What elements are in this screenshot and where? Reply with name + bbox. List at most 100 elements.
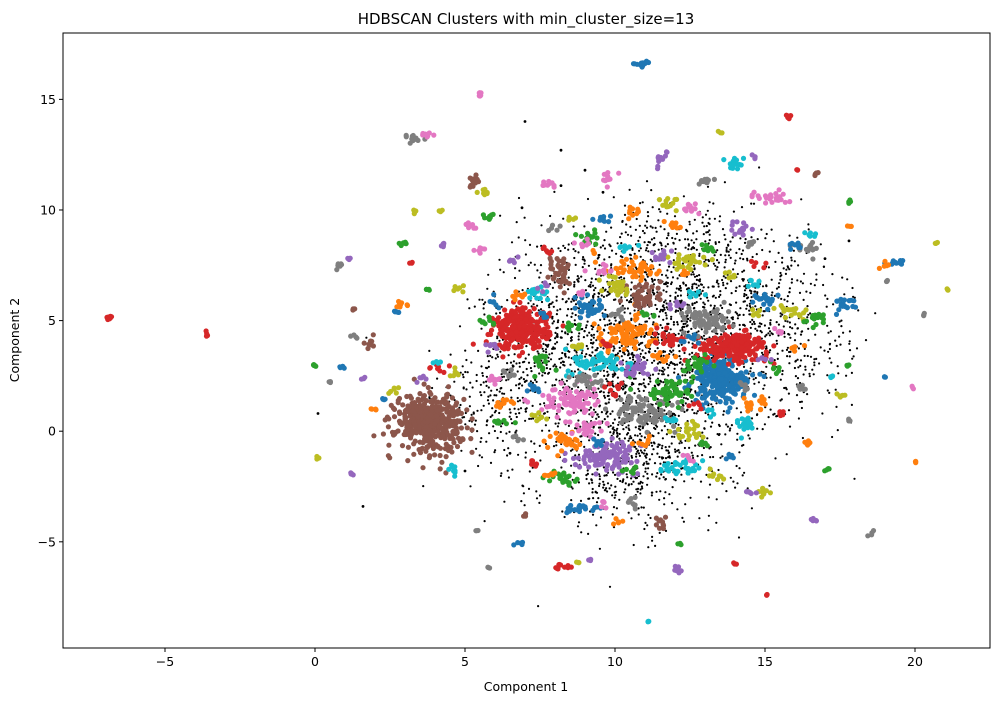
noise-point bbox=[566, 314, 569, 317]
noise-point bbox=[819, 346, 822, 349]
noise-point bbox=[567, 297, 570, 300]
noise-point bbox=[669, 361, 672, 365]
cluster-12-point bbox=[558, 263, 564, 270]
cluster-10-point bbox=[690, 374, 696, 380]
noise-point bbox=[571, 487, 574, 490]
noise-point bbox=[577, 338, 580, 341]
cluster-4-point bbox=[616, 461, 622, 467]
noise-point bbox=[642, 506, 645, 509]
noise-point bbox=[805, 290, 808, 293]
noise-point bbox=[594, 278, 598, 281]
noise-point bbox=[608, 585, 612, 588]
cluster-6-point bbox=[633, 339, 639, 345]
noise-point bbox=[722, 275, 725, 278]
noise-point bbox=[750, 296, 753, 299]
noise-point bbox=[554, 331, 557, 334]
noise-point bbox=[693, 268, 696, 271]
noise-point bbox=[583, 445, 586, 448]
noise-point bbox=[706, 437, 709, 440]
noise-point bbox=[552, 320, 556, 323]
cluster-4-point bbox=[613, 457, 619, 463]
noise-point bbox=[674, 251, 677, 255]
cluster-7-point bbox=[705, 312, 711, 318]
noise-point bbox=[738, 467, 741, 470]
noise-point bbox=[559, 249, 562, 253]
noise-point bbox=[716, 249, 719, 252]
cluster-7-point bbox=[681, 330, 687, 336]
noise-point bbox=[677, 344, 680, 348]
cluster-0-point bbox=[437, 452, 443, 459]
noise-point bbox=[645, 226, 649, 229]
noise-point bbox=[543, 412, 547, 415]
noise-point bbox=[581, 266, 584, 269]
noise-point bbox=[607, 401, 610, 404]
cluster-0-point bbox=[430, 445, 436, 452]
noise-point bbox=[595, 349, 598, 352]
noise-point bbox=[742, 365, 746, 368]
noise-point bbox=[637, 452, 641, 455]
cluster-11-point bbox=[655, 285, 661, 291]
noise-point bbox=[659, 210, 662, 213]
noise-point bbox=[680, 343, 683, 346]
noise-point bbox=[612, 345, 615, 348]
cluster-12-point bbox=[563, 279, 569, 285]
noise-point bbox=[654, 226, 657, 229]
noise-point bbox=[728, 429, 731, 432]
cluster-8-point bbox=[551, 404, 557, 410]
noise-point bbox=[555, 341, 559, 344]
noise-point bbox=[831, 273, 834, 276]
noise-point bbox=[692, 456, 695, 460]
noise-point bbox=[554, 342, 557, 345]
cluster-1-point bbox=[543, 321, 549, 327]
noise-point bbox=[665, 306, 668, 309]
noise-point bbox=[686, 398, 689, 401]
cluster-7-point bbox=[719, 318, 726, 324]
noise-point bbox=[769, 349, 772, 352]
cluster-9-point bbox=[580, 363, 586, 369]
noise-point bbox=[596, 347, 599, 350]
cluster-0-point bbox=[454, 428, 460, 434]
cluster-9-point bbox=[619, 366, 625, 372]
noise-point bbox=[590, 277, 593, 280]
noise-point bbox=[813, 358, 816, 361]
noise-point bbox=[567, 356, 570, 359]
cluster-5-point bbox=[625, 397, 631, 403]
noise-point bbox=[727, 250, 730, 253]
noise-point bbox=[664, 446, 667, 449]
noise-point bbox=[676, 294, 680, 297]
noise-point bbox=[807, 313, 810, 316]
noise-point bbox=[640, 435, 643, 438]
noise-point bbox=[605, 294, 608, 297]
noise-point bbox=[762, 371, 765, 374]
noise-point bbox=[468, 405, 471, 408]
noise-point bbox=[645, 456, 648, 459]
noise-point bbox=[555, 313, 559, 316]
cluster-8-point bbox=[540, 392, 546, 398]
cluster-1-point bbox=[500, 354, 506, 360]
cluster-0-point bbox=[426, 443, 432, 449]
noise-point bbox=[586, 472, 590, 475]
noise-point bbox=[695, 248, 698, 251]
cluster-11-point bbox=[617, 298, 624, 304]
noise-point bbox=[712, 294, 715, 297]
cluster-8-point bbox=[585, 400, 591, 406]
noise-point bbox=[698, 517, 701, 520]
cluster-0-point bbox=[408, 395, 414, 401]
noise-point bbox=[815, 273, 818, 276]
noise-point bbox=[676, 321, 679, 324]
noise-point bbox=[701, 454, 704, 457]
cluster-2-point bbox=[757, 371, 763, 377]
noise-point bbox=[681, 374, 684, 377]
noise-point bbox=[590, 338, 593, 341]
noise-point bbox=[660, 429, 664, 432]
noise-point bbox=[560, 466, 563, 469]
cluster-0-point bbox=[460, 436, 466, 442]
noise-point bbox=[481, 298, 484, 301]
cluster-8-point bbox=[569, 394, 575, 400]
noise-point bbox=[778, 282, 781, 285]
cluster-2-point bbox=[698, 388, 704, 394]
noise-point bbox=[786, 295, 790, 298]
noise-point bbox=[666, 281, 670, 285]
noise-point bbox=[823, 349, 826, 352]
noise-point bbox=[720, 443, 723, 446]
